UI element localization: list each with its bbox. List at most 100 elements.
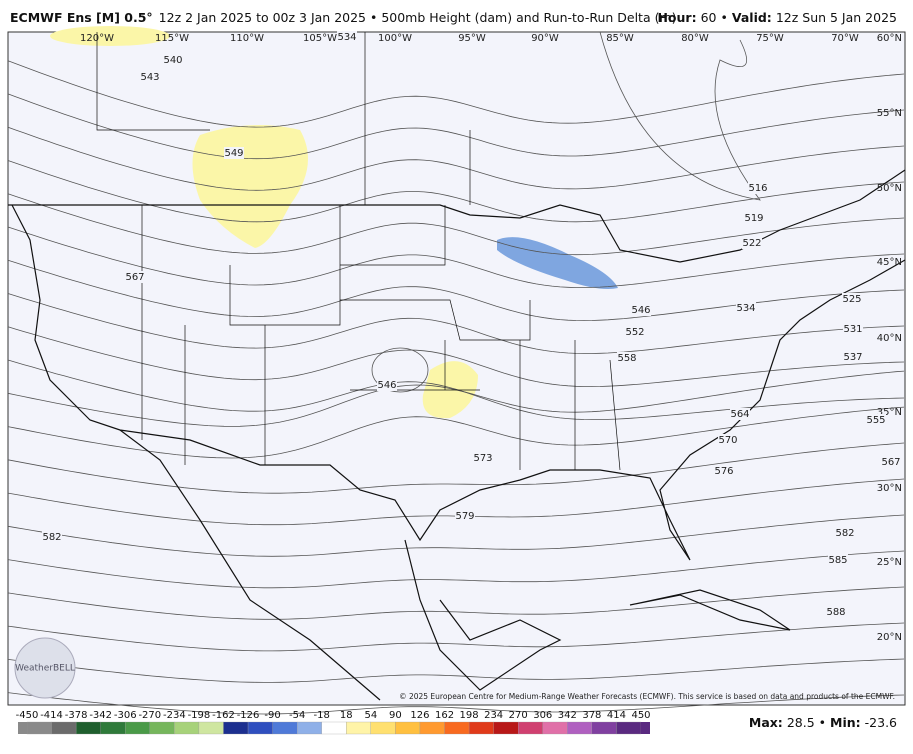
colorbar: -450 -414 -378 -342 -306 -270 -234 -198 -162 -126…	[16, 710, 651, 735]
colorbar-tick-label: 378	[582, 710, 601, 721]
contour-label: 555	[866, 415, 885, 426]
longitude-label: 95°W	[458, 33, 486, 44]
colorbar-swatch	[493, 721, 519, 735]
contour-label-bg	[163, 54, 183, 66]
colorbar-tick-label: 90	[389, 710, 402, 721]
colorbar-tick-label: 126	[410, 710, 429, 721]
colorbar-swatch	[26, 721, 52, 735]
contour-label: 558	[617, 353, 636, 364]
contour-label-bg	[843, 351, 863, 363]
longitude-label: 90°W	[531, 33, 559, 44]
contour-line	[7, 514, 905, 557]
mexico-coast	[119, 429, 562, 701]
copyright: © 2025 European Centre for Medium-Range …	[399, 692, 895, 701]
contours	[7, 31, 905, 715]
max: 28.5	[787, 715, 815, 730]
contour-label: 516	[748, 183, 767, 194]
cuba	[629, 589, 791, 631]
contour-label-bg	[718, 434, 738, 446]
contour-label-bg	[377, 379, 397, 391]
us-coast	[11, 204, 906, 561]
contour-label: 537	[843, 352, 862, 363]
contour-label-bg	[826, 606, 846, 618]
run: 12z 2 Jan 2025 to 00z 3 Jan 2025 • 500mb…	[159, 10, 677, 25]
latitude-label: 45°N	[877, 257, 902, 268]
colorbar-tick-label: 54	[364, 710, 377, 721]
colorbar-swatch	[419, 721, 445, 735]
contour-line	[7, 193, 905, 256]
borders	[8, 32, 906, 701]
colorbar-swatch	[567, 721, 593, 735]
colorbar-tick-label: 450	[631, 710, 650, 721]
latitude-label: 55°N	[877, 108, 902, 119]
colorbar-tick-label: -306	[114, 710, 137, 721]
colorbar-tick-label: 18	[340, 710, 353, 721]
anomaly-positive	[422, 361, 478, 419]
colorbar-tick-label: -18	[314, 710, 330, 721]
colorbar-tick-label: -450	[16, 710, 39, 721]
latitude-label: 40°N	[877, 333, 902, 344]
contour-line	[7, 658, 905, 683]
colorbar-swatch	[174, 721, 200, 735]
contour-label-bg	[748, 182, 768, 194]
contour-label-bg	[736, 302, 756, 314]
valid-label: Valid:	[732, 10, 772, 25]
contour-label-bg	[866, 414, 886, 426]
colorbar-tick-label: -126	[237, 710, 260, 721]
colorbar-swatch	[395, 721, 421, 735]
contour-label-bg	[617, 352, 637, 364]
contour-line	[7, 359, 905, 420]
colorbar-tick-label: -342	[89, 710, 112, 721]
contour-line	[7, 406, 905, 459]
min: -23.6	[865, 715, 897, 730]
sep: •	[819, 715, 826, 730]
contour-label: 576	[714, 466, 733, 477]
colorbar-tick-label: -414	[40, 710, 63, 721]
contour-line	[7, 692, 905, 715]
contour-label: 546	[377, 380, 396, 391]
contour-label-bg	[835, 527, 855, 539]
colorbar-swatch	[346, 721, 371, 735]
colorbar-end	[18, 722, 27, 734]
colorbar-swatch	[542, 721, 568, 735]
contour-label-bg	[881, 456, 901, 468]
contour-line	[7, 442, 905, 494]
contour-label-bg	[730, 408, 750, 420]
longitude-label: 70°W	[831, 33, 859, 44]
contour-line	[7, 586, 905, 620]
contour-line	[7, 93, 905, 160]
logo-circle	[14, 637, 76, 699]
contour-line	[371, 347, 429, 393]
colorbar-swatch	[272, 721, 298, 735]
colorbar-tick-label: -234	[163, 710, 186, 721]
contour-label-bg	[828, 554, 848, 566]
contour-label: 582	[835, 528, 854, 539]
contour-label-bg	[125, 271, 145, 283]
contour-label: 552	[625, 327, 644, 338]
colorbar-tick-label: 234	[484, 710, 503, 721]
contour-label: 579	[455, 511, 474, 522]
contour-label: 540	[163, 55, 182, 66]
colorbar-swatch	[51, 721, 77, 735]
colorbar-end	[641, 722, 650, 734]
colorbar-tick-label: -270	[138, 710, 161, 721]
contour-line	[7, 126, 905, 191]
contour-label: 564	[730, 409, 749, 420]
colorbar-swatch	[468, 721, 494, 735]
contour-label-bg	[42, 531, 62, 543]
logo: WeatherBELL	[14, 637, 76, 699]
colorbar-swatch	[321, 721, 347, 735]
colorbar-swatch	[100, 721, 126, 735]
colorbar-tick-label: -378	[65, 710, 88, 721]
contour-label: 585	[828, 555, 847, 566]
contour-label: 543	[140, 72, 159, 83]
contour-line	[7, 60, 905, 128]
contour-label-bg	[843, 323, 863, 335]
contour-label: 567	[125, 272, 144, 283]
contour-line	[7, 550, 905, 589]
contour-label-bg	[842, 293, 862, 305]
contour-label-bg	[631, 304, 651, 316]
model: ECMWF Ens [M] 0.5° 12z 2 Jan 2025 to 00z …	[10, 10, 677, 25]
contour-label: 534	[736, 303, 755, 314]
